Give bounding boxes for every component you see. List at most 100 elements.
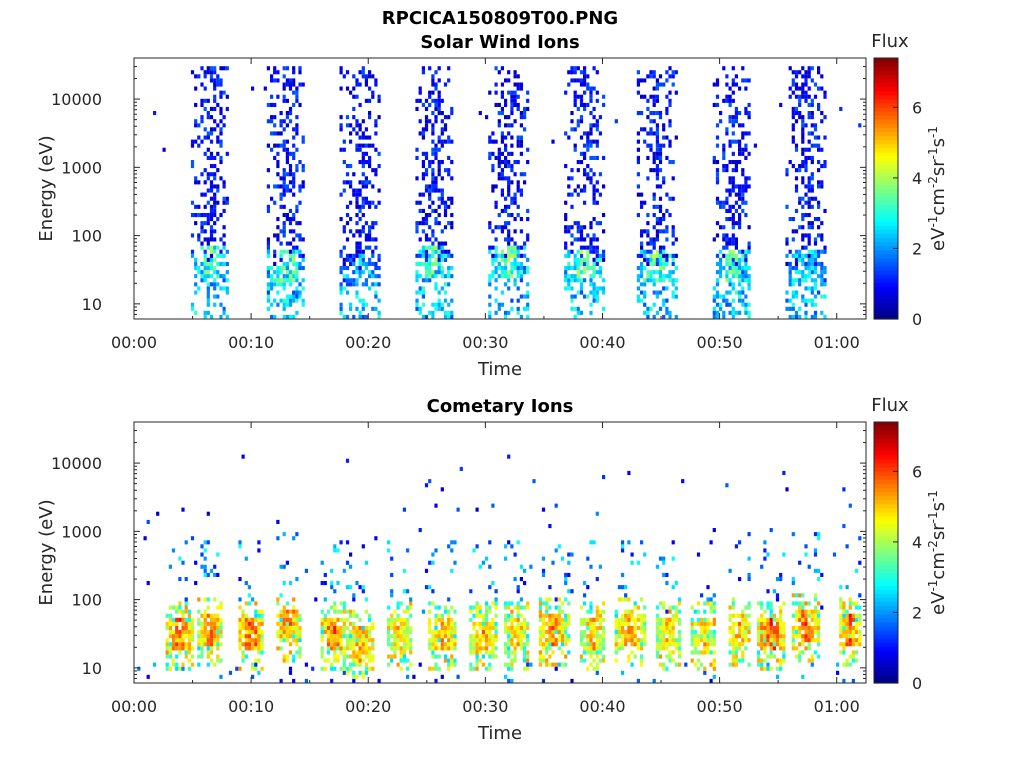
spectrogram-cell [586,135,590,140]
spectrogram-cell [731,204,735,209]
spectrogram-cell [813,249,818,254]
spectrogram-cell [200,270,204,275]
spectrogram-cell [504,556,508,561]
spectrogram-cell [804,286,808,291]
spectrogram-cell [731,625,735,630]
spectrogram-cell [674,70,678,75]
spectrogram-cell [424,270,429,275]
spectrogram-cell [368,115,372,120]
spectrogram-cell [731,115,735,120]
spectrogram-cell [216,642,220,647]
spectrogram-cell [178,605,182,610]
spectrogram-cell [443,621,448,626]
spectrogram-cell [810,115,814,120]
spectrogram-cell [402,621,406,626]
spectrogram-cell [285,261,289,266]
spectrogram-cell [801,119,805,124]
spectrogram-cell [741,274,745,279]
spectrogram-cell [719,261,723,266]
spectrogram-cell [592,282,596,287]
spectrogram-cell [406,666,410,671]
spectrogram-cell [738,217,742,222]
spectrogram-cell [519,597,523,602]
spectrogram-cell [649,306,653,311]
spectrogram-cell [573,266,577,271]
spectrogram-cell [794,593,799,598]
spectrogram-cell [190,536,195,541]
spectrogram-cell [731,597,735,602]
spectrogram-cell [282,188,286,193]
x-tick-label: 00:30 [462,333,508,352]
spectrogram-cell [595,654,599,659]
spectrogram-cell [428,261,432,266]
spectrogram-cell [402,658,406,663]
spectrogram-cell [377,310,381,315]
spectrogram-cell [810,176,814,181]
spectrogram-cell [583,658,587,663]
spectrogram-cell [548,524,552,529]
spectrogram-cell [583,294,587,299]
spectrogram-cell [431,552,435,557]
unit-base: eV [928,227,949,251]
spectrogram-cell [738,577,742,582]
spectrogram-cell [475,662,479,667]
spectrogram-cell [513,266,517,271]
spectrogram-cell [377,257,381,262]
spectrogram-cell [728,180,732,185]
spectrogram-cell [497,266,501,271]
spectrogram-cell [738,290,742,295]
spectrogram-cell [573,253,577,258]
spectrogram-cell [785,306,789,311]
spectrogram-cell [266,274,270,279]
spectrogram-cell [741,147,745,152]
spectrogram-cell [494,589,498,594]
spectrogram-cell [649,270,653,275]
spectrogram-cell [225,270,229,275]
spectrogram-cell [636,192,640,197]
spectrogram-cell [712,605,716,610]
spectrogram-cell [570,66,574,71]
spectrogram-cell [804,266,808,271]
colorbar-segment [874,511,898,517]
colorbar-unit-label: eV-1cm-2sr-1s-1 [926,490,949,615]
spectrogram-cell [247,593,251,598]
spectrogram-cell [794,609,799,614]
spectrogram-cell [241,625,245,630]
spectrogram-cell [513,245,517,250]
spectrogram-cell [203,261,207,266]
spectrogram-cell [775,577,780,582]
spectrogram-cell [671,556,675,561]
colorbar-segment [874,499,898,505]
spectrogram-cell [282,229,286,234]
colorbar-segment [874,544,898,550]
spectrogram-cell [722,237,726,242]
spectrogram-cell [342,625,346,630]
spectrogram-cell [519,229,523,234]
spectrogram-cell [292,192,296,197]
spectrogram-cell [428,102,432,107]
spectrogram-cell [431,172,435,177]
spectrogram-cell [519,638,523,643]
spectrogram-cell [757,601,761,606]
spectrogram-cell [368,261,372,266]
spectrogram-cell [595,577,599,582]
spectrogram-cell [579,286,584,291]
spectrogram-cell [579,270,584,275]
spectrogram-cell [187,634,191,639]
spectrogram-cell [387,634,391,639]
spectrogram-cell [655,261,659,266]
spectrogram-cell [352,625,356,630]
spectrogram-cell [564,225,568,230]
spectrogram-cell [190,646,195,651]
spectrogram-cell [715,282,720,287]
spectrogram-cell [361,160,365,165]
spectrogram-cell [804,552,808,557]
spectrogram-cell [820,282,824,287]
spectrogram-cell [747,78,751,83]
spectrogram-cell [560,634,565,639]
spectrogram-cell [810,617,814,622]
spectrogram-cell [595,200,599,205]
spectrogram-cell [706,625,710,630]
spectrogram-cell [636,678,640,683]
spectrogram-cell [440,127,444,132]
